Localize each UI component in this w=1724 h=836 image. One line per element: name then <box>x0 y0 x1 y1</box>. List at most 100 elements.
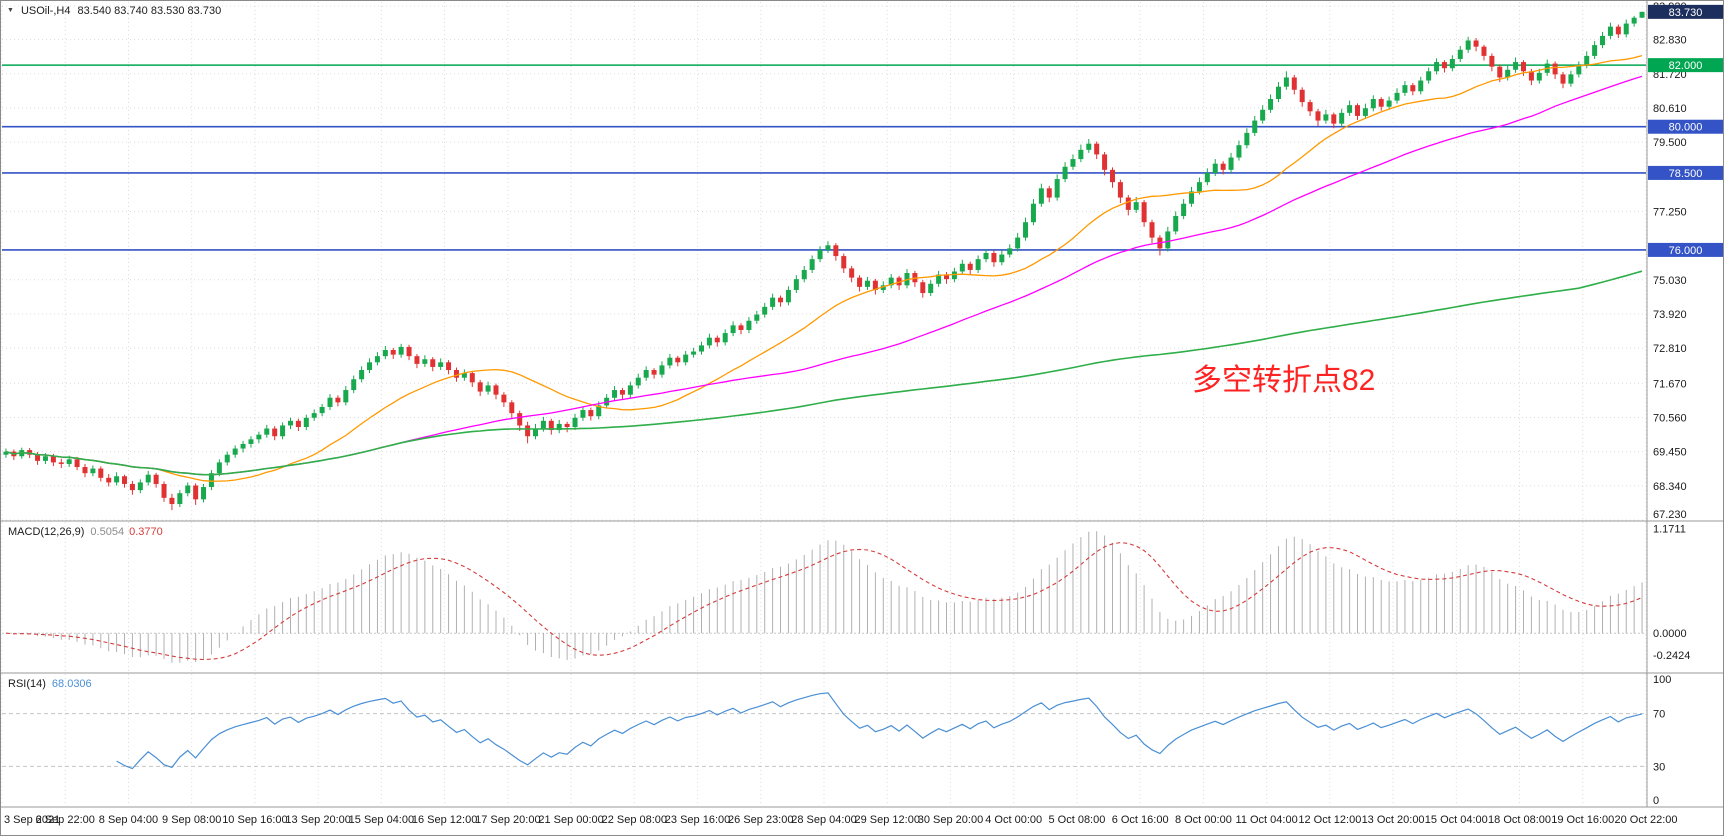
candle-body <box>627 385 633 395</box>
price-axis-tick: 72.810 <box>1653 343 1687 355</box>
candle-body <box>1086 143 1092 150</box>
candle-body <box>169 497 175 504</box>
candle-body <box>1275 86 1281 100</box>
macd-signal-value: 0.3770 <box>129 526 163 538</box>
time-axis-label: 5 Oct 08:00 <box>1048 814 1105 826</box>
candle-body <box>185 485 191 494</box>
candle-body <box>82 467 88 474</box>
candle-body <box>1260 109 1266 121</box>
candle-body <box>446 362 452 371</box>
time-axis-label: 4 Oct 00:00 <box>985 814 1042 826</box>
candle-body <box>801 269 807 280</box>
candle-body <box>216 462 222 474</box>
candle-body <box>1339 112 1345 124</box>
candle-body <box>35 454 41 461</box>
ma-layer <box>5 54 1643 482</box>
candle-body <box>232 448 238 455</box>
price-axis-tick: 79.500 <box>1653 137 1687 149</box>
time-axis-label: 30 Sep 20:00 <box>918 814 983 826</box>
candle-body <box>1568 74 1574 84</box>
candle-body <box>129 483 135 491</box>
candle-body <box>1331 114 1337 124</box>
candle-body <box>1323 114 1329 121</box>
candle-body <box>1631 17 1637 24</box>
candle-body <box>698 345 704 352</box>
candle-body <box>208 473 214 488</box>
candle-body <box>588 410 594 417</box>
candle-body <box>864 280 870 287</box>
candle-body <box>1007 248 1013 255</box>
candle-body <box>762 306 768 315</box>
slow-ma-line <box>5 270 1643 476</box>
rsi-axis-tick: 0 <box>1653 795 1659 807</box>
candle-body <box>201 487 207 500</box>
candle-body <box>1402 85 1408 93</box>
candle-body <box>991 252 997 263</box>
time-axis-label: 26 Sep 23:00 <box>728 814 793 826</box>
candle-body <box>1410 85 1416 92</box>
candle-body <box>928 283 934 294</box>
price-axis-tick: 70.560 <box>1653 412 1687 424</box>
price-axis-tick: 71.670 <box>1653 378 1687 390</box>
rsi-axis-tick: 100 <box>1653 674 1671 686</box>
chart-title: ▼ USOil-,H4 83.540 83.740 83.530 83.730 <box>7 5 221 17</box>
macd-axis-tick: 0.0000 <box>1653 628 1687 640</box>
time-axis-label: 10 Sep 16:00 <box>222 814 287 826</box>
time-axis-label: 18 Oct 08:00 <box>1488 814 1551 826</box>
candle-body <box>999 254 1005 263</box>
candle-body <box>1212 163 1218 173</box>
candle-body <box>1449 58 1455 69</box>
candle-body <box>619 390 625 395</box>
candle-body <box>1489 55 1495 67</box>
candle-body <box>951 271 957 280</box>
candle-body <box>1505 69 1511 78</box>
candle-body <box>1441 62 1447 69</box>
candle-body <box>580 410 586 418</box>
candle-body <box>74 459 80 468</box>
candle-body <box>817 249 823 260</box>
macd-name: MACD(12,26,9) <box>8 526 85 538</box>
price-axis-tick: 67.230 <box>1653 509 1687 521</box>
candle-body <box>1078 149 1084 160</box>
candle-body <box>1607 26 1613 36</box>
candle-body <box>880 285 886 290</box>
candle-body <box>888 277 894 286</box>
candle-body <box>1125 197 1131 210</box>
candle-body <box>1386 100 1392 107</box>
candle-body <box>572 417 578 427</box>
time-axis-label: 6 Sep 22:00 <box>36 814 95 826</box>
candle-body <box>193 485 199 500</box>
candle-body <box>659 365 665 375</box>
time-axis-label: 15 Sep 04:00 <box>349 814 414 826</box>
candle-body <box>1623 23 1629 35</box>
candle-body <box>959 263 965 272</box>
macd-indicator-label: MACD(12,26,9) 0.5054 0.3770 <box>8 526 163 538</box>
price-level-badge <box>1648 242 1723 257</box>
ohlc-values: 83.540 83.740 83.530 83.730 <box>77 5 222 17</box>
candle-body <box>525 425 531 437</box>
price-level-badge <box>1648 165 1723 180</box>
candle-body <box>1149 222 1155 238</box>
candle-body <box>50 456 56 463</box>
candle-body <box>983 252 989 260</box>
candle-body <box>477 382 483 392</box>
candle-body <box>398 346 404 355</box>
candle-body <box>1299 89 1305 103</box>
candle-body <box>1228 157 1234 170</box>
candle-body <box>319 406 325 414</box>
candle-body <box>675 357 681 363</box>
candle-body <box>485 385 491 392</box>
time-axis-label: 28 Sep 04:00 <box>791 814 856 826</box>
time-axis-label: 3 Sep 2021 <box>4 814 60 826</box>
price-level-badge-label: 76.000 <box>1669 245 1703 257</box>
candle-body <box>1117 182 1123 198</box>
price-axis-tick: 68.340 <box>1653 481 1687 493</box>
candle-body <box>1094 143 1100 155</box>
price-axis-tick: 73.920 <box>1653 309 1687 321</box>
candle-body <box>975 259 981 270</box>
grid-layer <box>1 2 1647 806</box>
candle-body <box>738 325 744 330</box>
candle-body <box>1165 231 1171 249</box>
